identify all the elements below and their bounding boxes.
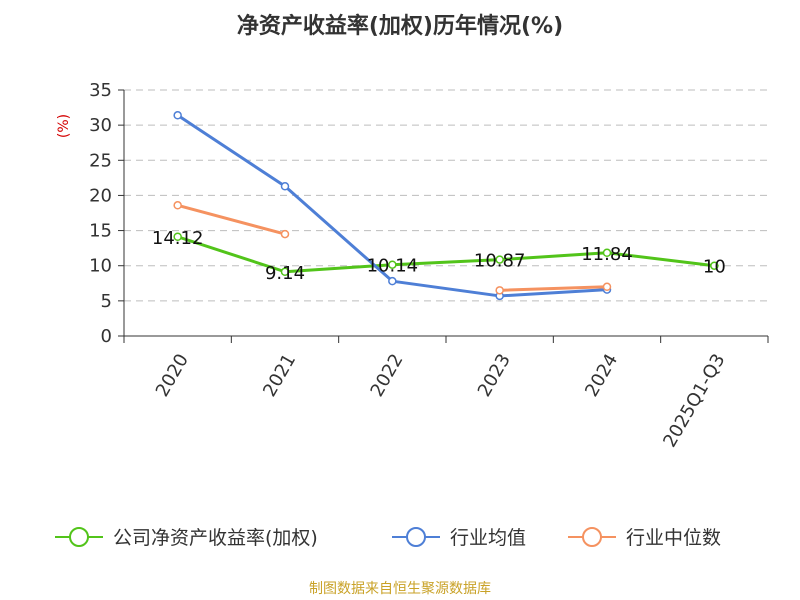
data-label: 10 bbox=[703, 257, 726, 278]
y-tick-label: 10 bbox=[89, 256, 112, 277]
data-labels: 14.12 9.14 10.14 10.87 11.84 10 bbox=[152, 228, 726, 284]
chart-title: 净资产收益率(加权)历年情况(%) bbox=[237, 13, 563, 39]
data-label: 10.14 bbox=[367, 256, 419, 277]
y-tick-label: 20 bbox=[89, 185, 112, 206]
legend-marker-icon bbox=[69, 527, 89, 547]
y-tick-label: 30 bbox=[89, 115, 112, 136]
data-point bbox=[280, 182, 290, 191]
series-line bbox=[177, 203, 608, 292]
legend-item[interactable]: 行业中位数 bbox=[568, 527, 721, 549]
y-axis-label: (%) bbox=[56, 114, 72, 138]
data-point bbox=[173, 111, 182, 120]
legend-item[interactable]: 行业均值 bbox=[392, 527, 526, 549]
y-tick-label: 15 bbox=[89, 221, 112, 242]
legend-label: 行业中位数 bbox=[626, 527, 721, 549]
data-point bbox=[710, 261, 719, 270]
data-label: 10.87 bbox=[474, 251, 526, 272]
legend: 公司净资产收益率(加权) 行业均值 行业中位数 bbox=[55, 527, 721, 549]
legend-label: 行业均值 bbox=[450, 527, 526, 549]
series-2 bbox=[173, 201, 612, 295]
data-point bbox=[280, 267, 290, 277]
data-label: 14.12 bbox=[152, 228, 204, 249]
data-point bbox=[173, 232, 182, 242]
x-tick-label: 2024 bbox=[581, 350, 622, 400]
data-point bbox=[602, 282, 612, 292]
legend-item[interactable]: 公司净资产收益率(加权) bbox=[55, 527, 318, 549]
y-tick-label: 35 bbox=[89, 80, 112, 101]
data-point bbox=[602, 248, 612, 258]
series-line bbox=[177, 235, 715, 274]
data-point bbox=[495, 255, 504, 264]
data-point bbox=[495, 286, 504, 295]
data-label: 9.14 bbox=[265, 263, 305, 284]
data-point bbox=[280, 229, 290, 239]
legend-label: 公司净资产收益率(加权) bbox=[113, 527, 318, 549]
x-tick-label: 2023 bbox=[474, 350, 515, 400]
grid bbox=[124, 89, 768, 302]
x-tick-label: 2021 bbox=[259, 350, 300, 400]
y-tick-label: 5 bbox=[101, 291, 112, 312]
legend-marker-icon bbox=[406, 527, 426, 547]
data-point bbox=[173, 201, 182, 210]
series bbox=[173, 111, 719, 301]
x-tick-label: 2022 bbox=[366, 350, 407, 400]
x-tick-label: 2020 bbox=[152, 350, 193, 400]
data-point bbox=[388, 276, 397, 286]
y-tick-label: 0 bbox=[101, 326, 112, 347]
series-0 bbox=[173, 232, 719, 277]
legend-marker-icon bbox=[582, 527, 602, 547]
data-label: 11.84 bbox=[581, 244, 633, 265]
y-tick-label: 25 bbox=[89, 150, 112, 171]
data-point bbox=[388, 260, 397, 269]
x-tick-label: 2025Q1-Q3 bbox=[659, 350, 729, 451]
footer-source: 制图数据来自恒生聚源数据库 bbox=[309, 581, 491, 597]
